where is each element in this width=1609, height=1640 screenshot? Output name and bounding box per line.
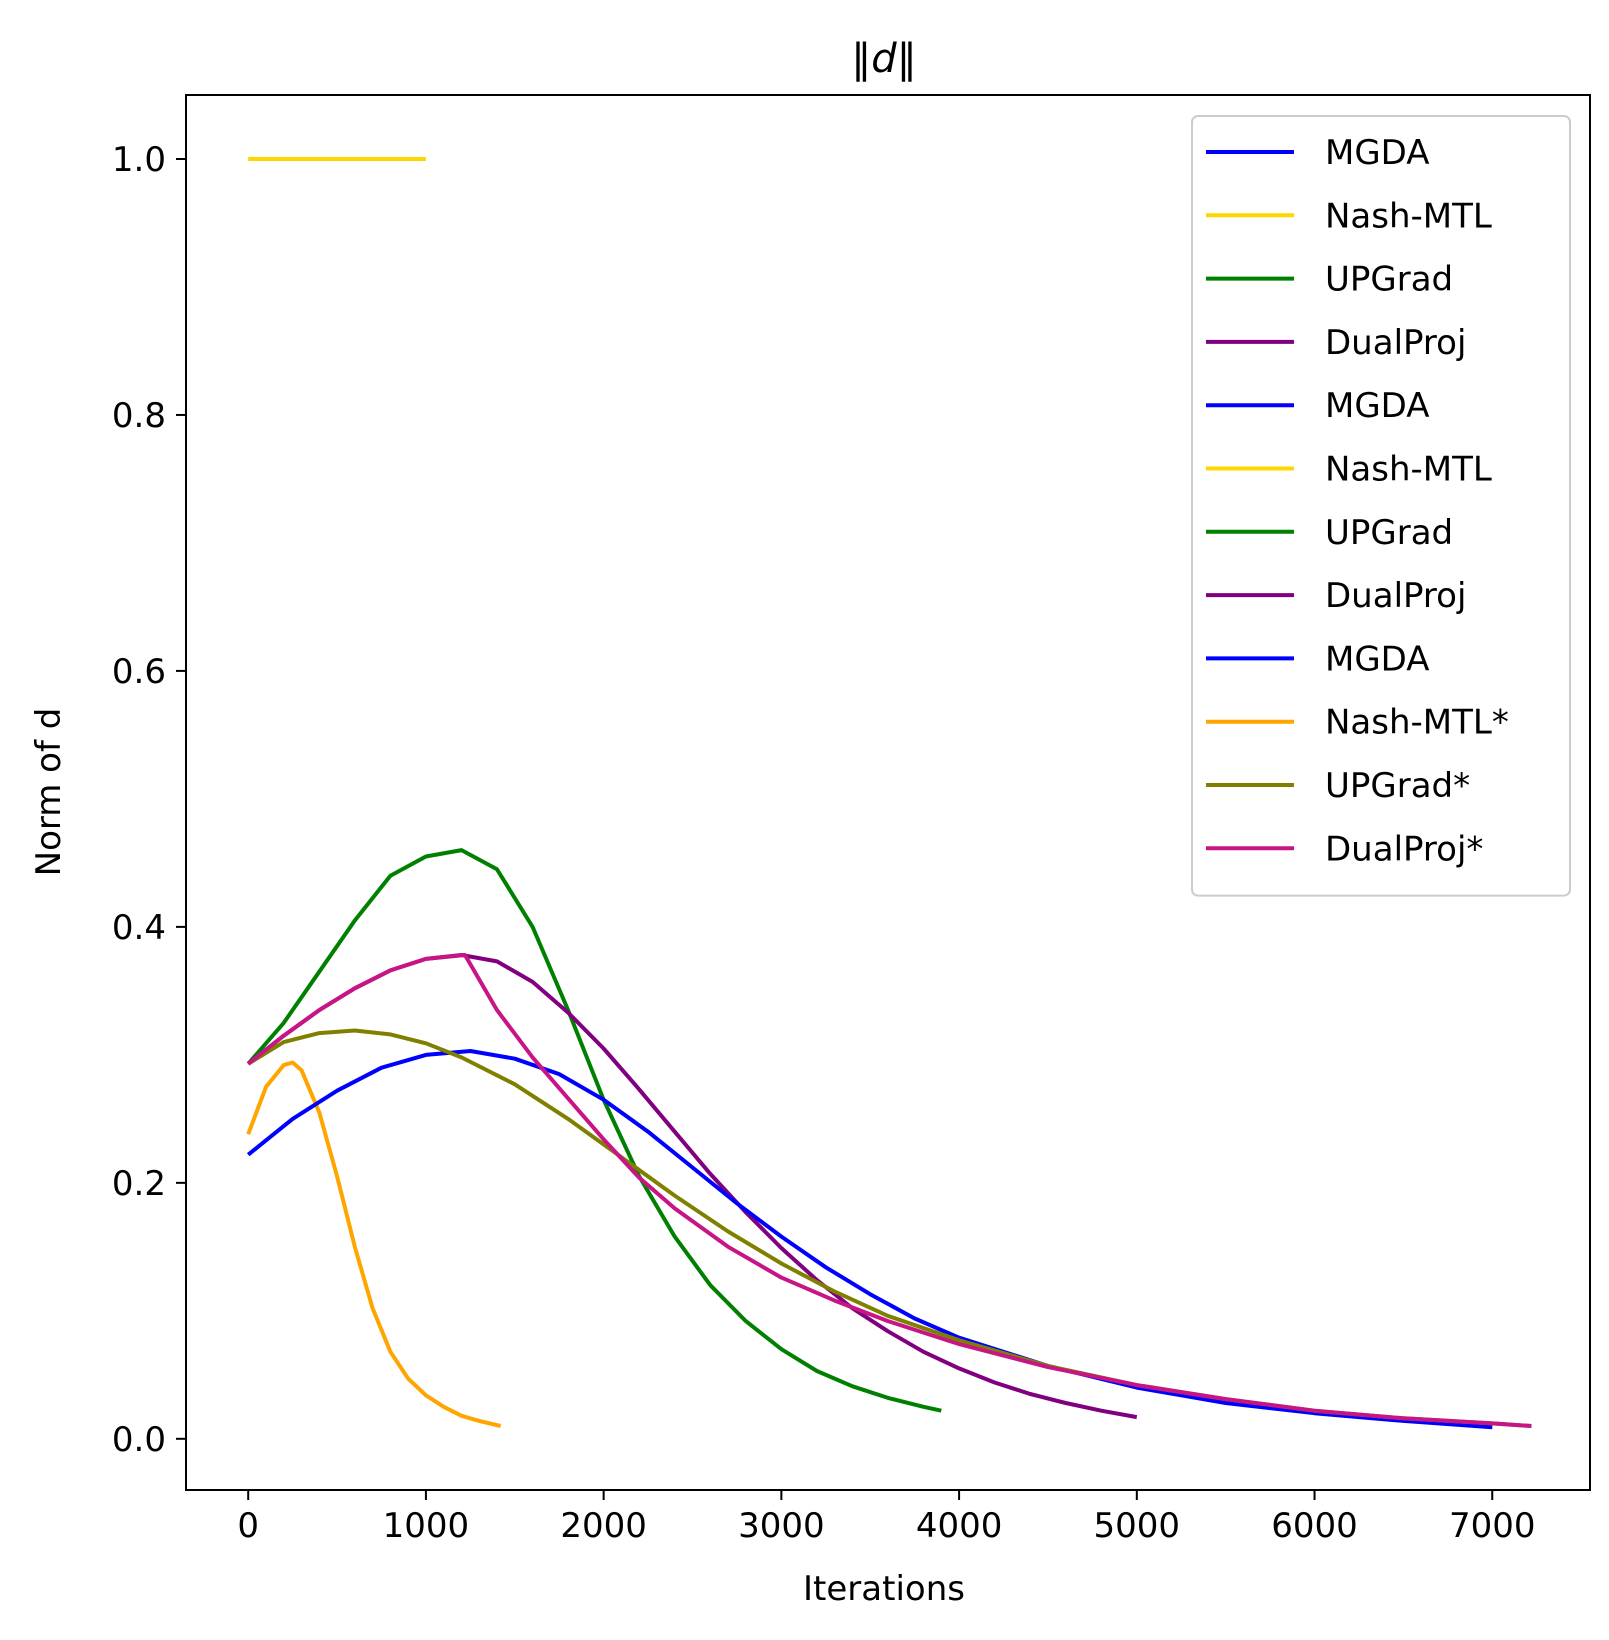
- y-tick-label: 1.0: [112, 140, 166, 180]
- series-layer: [246, 157, 1532, 1430]
- legend-label: Nash-MTL*: [1325, 703, 1509, 743]
- y-tick-label: 0.6: [112, 652, 166, 692]
- legend-label: DualProj: [1325, 323, 1466, 363]
- x-tick-label: 4000: [916, 1506, 1003, 1546]
- legend-label: Nash-MTL: [1325, 450, 1492, 490]
- y-tick-label: 0.4: [112, 908, 166, 948]
- y-tick-label: 0.0: [112, 1420, 166, 1460]
- x-tick-label: 2000: [560, 1506, 647, 1546]
- x-tick-label: 3000: [738, 1506, 825, 1546]
- legend-label: UPGrad: [1325, 513, 1453, 553]
- y-tick-label: 0.2: [112, 1164, 166, 1204]
- y-axis-label: Norm of d: [29, 708, 69, 877]
- legend-label: UPGrad*: [1325, 766, 1470, 806]
- legend-label: Nash-MTL: [1325, 196, 1492, 236]
- chart-title: ‖d‖: [851, 36, 916, 82]
- legend-label: MGDA: [1325, 133, 1430, 173]
- x-axis-label: Iterations: [803, 1569, 965, 1609]
- legend-label: DualProj*: [1325, 829, 1483, 869]
- x-tick-label: 6000: [1271, 1506, 1358, 1546]
- legend-label: DualProj: [1325, 576, 1466, 616]
- legend-box: [1191, 115, 1571, 897]
- axes-layer: 0 1000 2000 3000 4000 5000 6000 7000 0.0 0.2 0.4 0.…: [112, 94, 1591, 1546]
- x-tick-label: 1000: [383, 1506, 470, 1546]
- plot-frame: [185, 94, 1591, 1491]
- series-line-mgda: [246, 1049, 1493, 1430]
- legend-label: MGDA: [1325, 639, 1430, 679]
- x-tick-label: 7000: [1449, 1506, 1536, 1546]
- y-tick-label: 0.8: [112, 396, 166, 436]
- x-tick-label: 5000: [1094, 1506, 1181, 1546]
- legend-label: MGDA: [1325, 386, 1430, 426]
- series-line-nash-mtl-star: [246, 1060, 502, 1428]
- legend: MGDA Nash-MTL UPGrad DualProj MGDA Nash-MTL UP…: [1191, 115, 1571, 897]
- series-line-dualproj-star: [246, 953, 1532, 1428]
- legend-label: UPGrad: [1325, 260, 1453, 300]
- x-tick-label: 0: [237, 1506, 259, 1546]
